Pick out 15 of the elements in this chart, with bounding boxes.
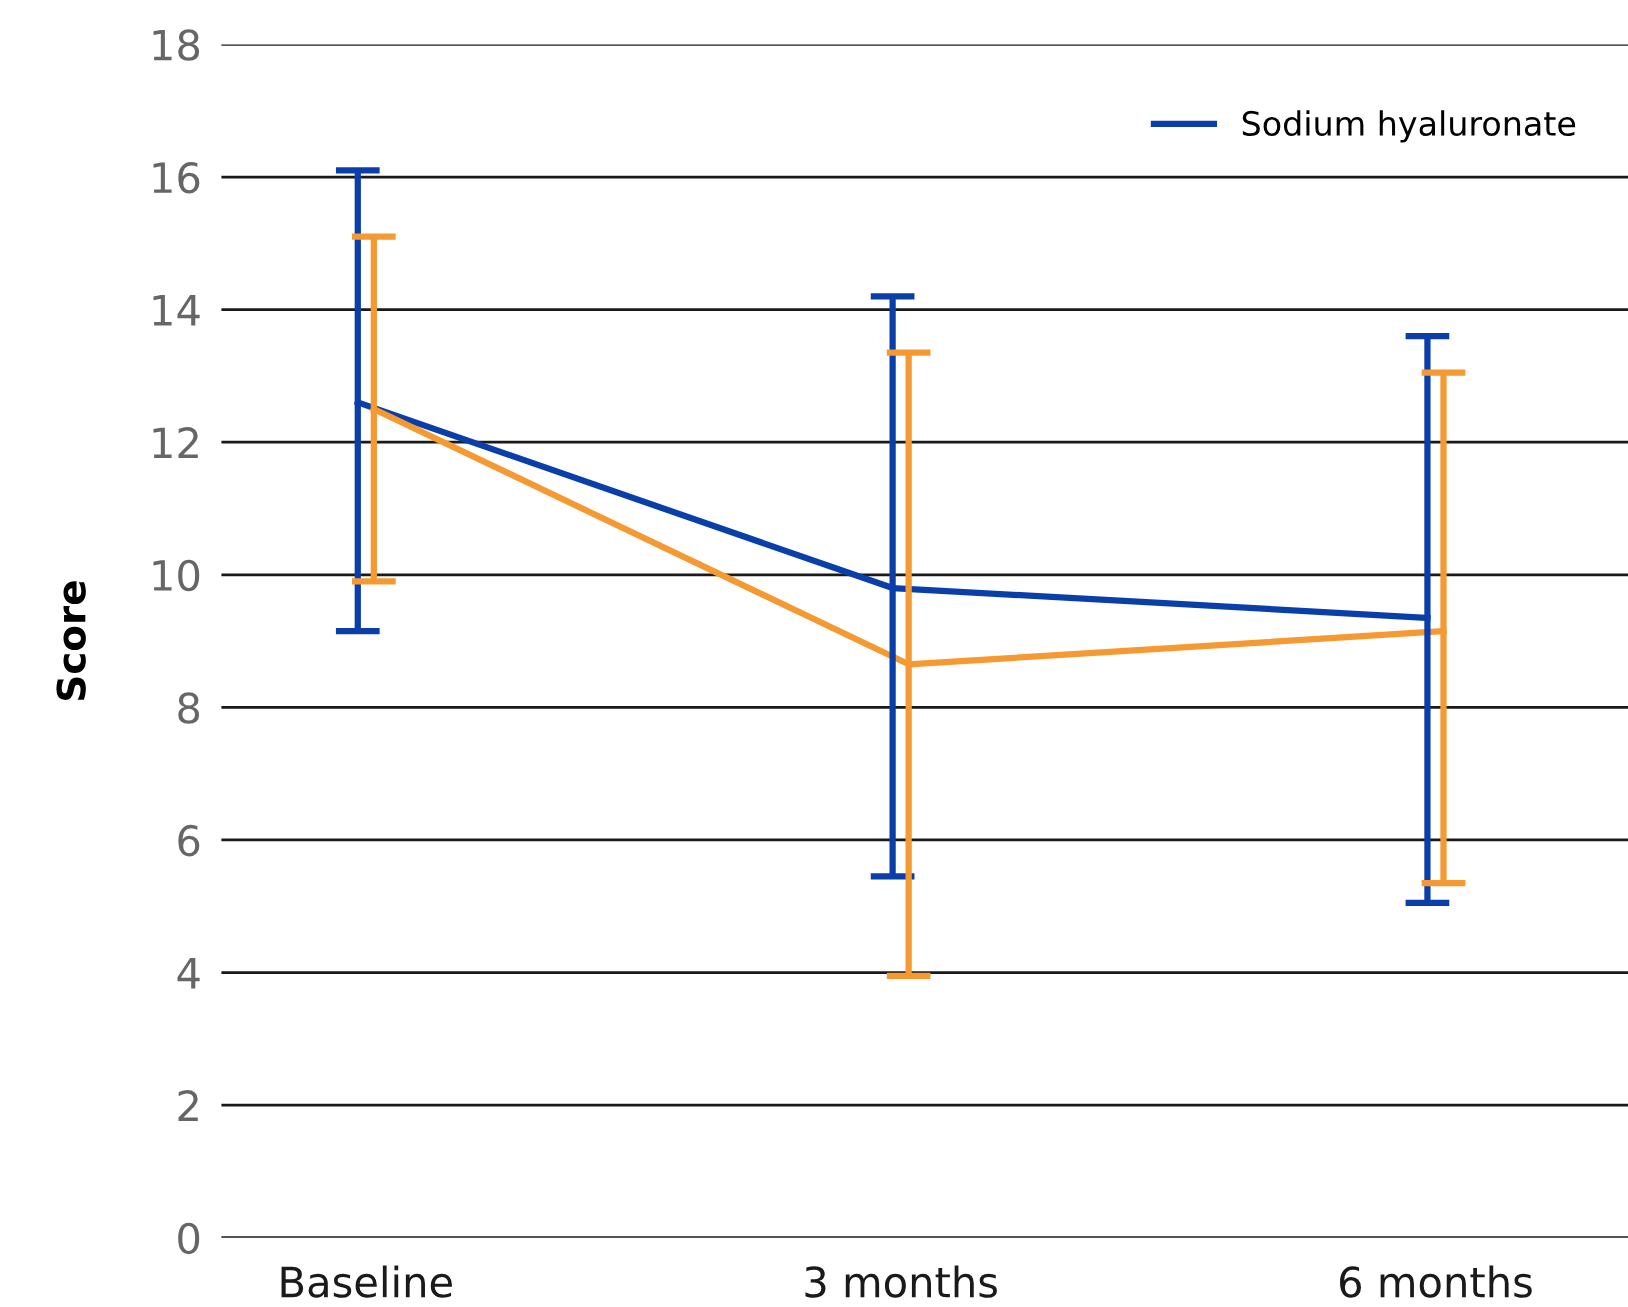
y-tick-label: 16 [153,161,200,194]
y-axis-title: Score [56,581,86,700]
x-tick-label: 6 months [1340,1265,1532,1298]
y-tick-label: 4 [177,958,200,989]
legend-label: Sodium hyaluronate [1242,110,1576,143]
y-tick-label: 18 [153,29,200,61]
y-tick-label: 12 [153,427,198,459]
y-tick-label: 10 [153,559,200,592]
x-tick-label: Baseline [281,1265,452,1298]
y-tick-label: 6 [178,824,200,857]
y-tick-label: 14 [153,295,200,326]
y-tick-label: 0 [178,1222,200,1255]
y-tick-label: 2 [178,1090,198,1121]
y-tick-label: 8 [178,692,200,724]
x-tick-label: 3 months [805,1265,997,1298]
